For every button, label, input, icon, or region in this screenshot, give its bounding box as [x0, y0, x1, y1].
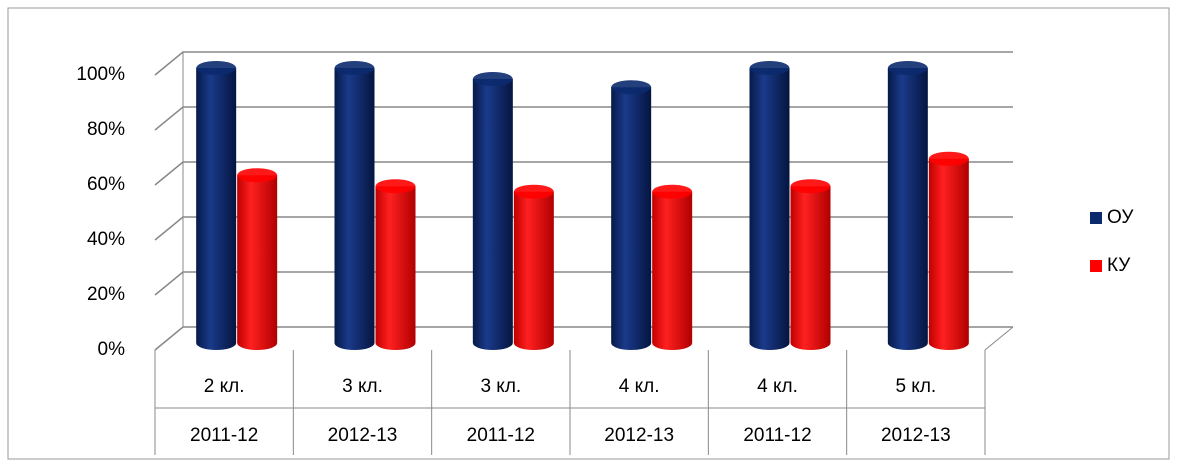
grid-line: [154, 161, 1013, 186]
bar: [472, 72, 513, 350]
bar-top: [472, 72, 513, 86]
y-tick-label: 0%: [98, 339, 126, 360]
bar: [375, 179, 416, 351]
x-tick-label: 4 кл.: [757, 376, 798, 397]
bar-top: [790, 179, 831, 194]
bar: [652, 184, 693, 351]
bar-body: [928, 158, 969, 351]
x-group-label: 2011-12: [743, 425, 811, 446]
y-tick-label: 100%: [76, 64, 125, 85]
bar: [237, 168, 278, 350]
grid-line: [154, 326, 1013, 351]
chart-border: [7, 7, 1170, 460]
y-tick-label: 80%: [87, 119, 125, 140]
y-tick-label: 40%: [87, 229, 125, 250]
bar-top: [196, 61, 237, 75]
bar-top: [749, 61, 790, 75]
bar-top: [611, 80, 652, 95]
bar-body: [652, 191, 693, 351]
x-group-label: 2011-12: [190, 425, 258, 446]
bar-body: [749, 68, 790, 351]
grid-line: [154, 51, 1013, 76]
bar-top: [513, 184, 554, 199]
bar: [334, 61, 375, 351]
bar-body: [196, 68, 237, 351]
bar-body: [472, 79, 513, 350]
x-tick-label: 5 кл.: [895, 376, 936, 397]
bar-top: [375, 179, 416, 194]
bar: [513, 184, 554, 351]
y-tick-label: 60%: [87, 174, 125, 195]
legend-label: КУ: [1107, 255, 1131, 276]
bar-body: [237, 175, 278, 350]
legend-swatch: [1090, 260, 1102, 272]
x-tick-label: 3 кл.: [480, 376, 521, 397]
bar-top: [928, 151, 969, 166]
grid-line: [154, 271, 1013, 296]
bar-body: [334, 68, 375, 351]
legend-swatch: [1090, 212, 1102, 224]
bar-body: [375, 186, 416, 351]
floor-line: [984, 326, 1014, 351]
x-group-label: 2012-13: [328, 425, 398, 446]
bar-body: [790, 186, 831, 351]
x-group-label: 2012-13: [881, 425, 951, 446]
bar-body: [611, 87, 652, 351]
bar-top: [334, 61, 375, 75]
bar: [887, 61, 928, 351]
bar: [611, 80, 652, 351]
x-group-label: 2011-12: [467, 425, 535, 446]
bar: [749, 61, 790, 351]
x-group-label: 2012-13: [604, 425, 674, 446]
bar-top: [887, 61, 928, 75]
bar-top: [237, 168, 278, 183]
bar: [928, 151, 969, 351]
x-tick-label: 2 кл.: [204, 376, 245, 397]
grid-line: [154, 216, 1013, 241]
bar-body: [513, 191, 554, 351]
x-tick-label: 4 кл.: [619, 376, 660, 397]
y-tick-label: 20%: [87, 284, 125, 305]
grid-line: [154, 106, 1013, 131]
bar-body: [887, 68, 928, 351]
legend-label: ОУ: [1107, 207, 1134, 228]
bar: [196, 61, 237, 351]
x-tick-label: 3 кл.: [342, 376, 383, 397]
bar: [790, 179, 831, 351]
bar-top: [652, 184, 693, 199]
